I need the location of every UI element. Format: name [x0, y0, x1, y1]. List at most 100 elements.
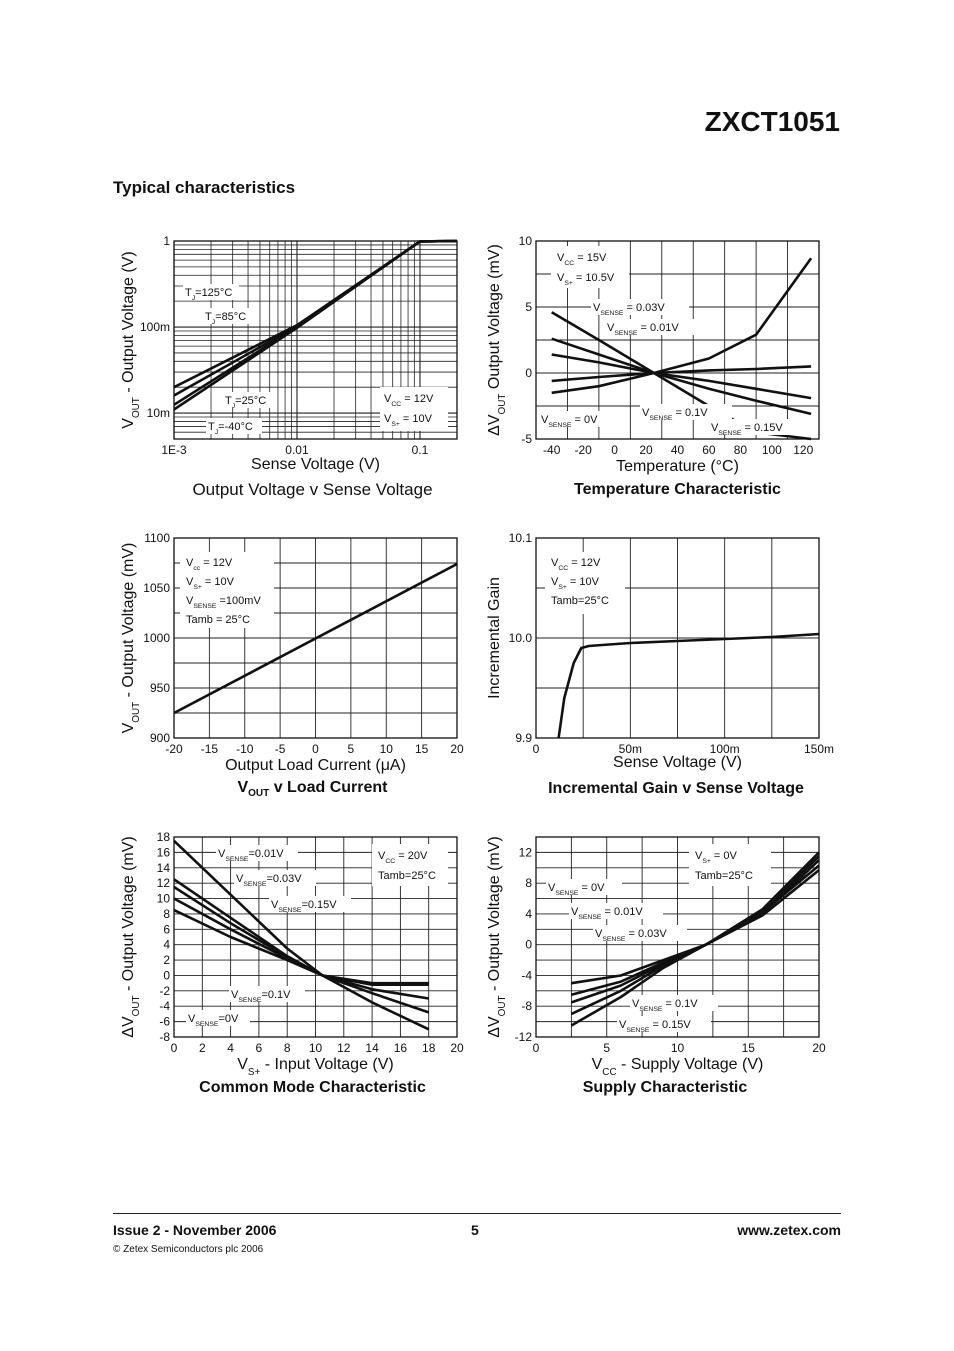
conditions-box [551, 246, 629, 288]
label-bg [591, 299, 689, 315]
x-tick-label: -20 [574, 443, 592, 457]
part-number: ZXCT1051 [704, 106, 840, 137]
x-tick-label: 0.01 [285, 443, 309, 457]
label-bg [709, 419, 807, 435]
x-tick-label: 60 [702, 443, 716, 457]
chart-title: Incremental Gain v Sense Voltage [548, 780, 804, 797]
label-bg [605, 319, 703, 335]
plot-frame [535, 836, 820, 1038]
y-tick-label: 0 [163, 968, 170, 982]
footer-issue: Issue 2 - November 2006 [113, 1222, 277, 1238]
y-tick-label: 10 [157, 892, 171, 906]
y-tick-label: 1000 [143, 631, 170, 645]
series-label: TJ=125°C [185, 287, 232, 302]
x-tick-label: -5 [275, 742, 286, 756]
y-tick-label: -4 [521, 968, 532, 982]
condition-text: Tamb=25°C [551, 595, 609, 607]
x-tick-label: 150m [804, 742, 834, 756]
x-tick-label: 15 [742, 1041, 756, 1055]
y-tick-label: 6 [163, 922, 170, 936]
x-tick-label: 20 [639, 443, 653, 457]
x-tick-label: 2 [199, 1041, 206, 1055]
footer-copyright: © Zetex Semiconductors plc 2006 [113, 1244, 264, 1255]
x-tick-label: 0 [171, 1041, 178, 1055]
section-title: Typical characteristics [113, 178, 296, 197]
label-bg [229, 986, 305, 1002]
y-tick-label: 10.1 [509, 531, 533, 545]
series-label: VSENSE = 0.03V [593, 302, 665, 317]
series-label: VSENSE=0.15V [271, 899, 337, 914]
x-tick-label: 5 [603, 1041, 610, 1055]
series-label: VSENSE = 0.03V [595, 928, 667, 943]
label-bg [593, 925, 687, 941]
chart-temperature-characteristic: -40 -20 0 20 40 60 80 100 120 -5 0 5 10 Temperature (… [486, 234, 820, 475]
y-tick-label: -4 [159, 999, 170, 1013]
chart-common-mode-characteristic: 0 2 4 6 8 10 12 14 16 18 20-8-6-4-2024681012141618… [120, 830, 464, 1078]
label-bg [546, 879, 622, 895]
series-label: TJ=-40°C [208, 421, 253, 436]
plot-area [173, 537, 458, 739]
plot-frame [173, 537, 458, 739]
y-tick-label: 18 [157, 830, 171, 844]
y-axis-label: Incremental Gain [486, 577, 503, 699]
x-tick-label: 0.1 [412, 443, 429, 457]
series-label: VSENSE=0V [188, 1013, 239, 1028]
y-tick-label: 8 [525, 876, 532, 890]
y-tick-label: 8 [163, 907, 170, 921]
y-tick-label: 1050 [143, 581, 170, 595]
x-tick-label: 8 [284, 1041, 291, 1055]
label-bg [569, 903, 663, 919]
conditions-box [372, 844, 448, 886]
conditions-box [545, 552, 625, 614]
condition-text: Tamb=25°C [695, 870, 753, 882]
y-tick-label: 4 [163, 938, 170, 952]
x-tick-label: -15 [201, 742, 219, 756]
footer-url[interactable]: www.zetex.com [737, 1222, 841, 1238]
x-tick-label: 15 [415, 742, 429, 756]
condition-text: Vcc = 12V [186, 557, 233, 572]
plot-frame [173, 240, 458, 440]
condition-text: VCC = 20V [378, 850, 428, 865]
series-label: TJ=85°C [205, 311, 246, 326]
label-bg [630, 995, 718, 1011]
label-bg [223, 392, 273, 408]
condition-text: VCC = 12V [384, 393, 434, 408]
series-label: VSENSE=0.1V [231, 989, 291, 1004]
condition-text: Tamb=25°C [378, 870, 436, 882]
x-tick-label: -40 [543, 443, 561, 457]
label-bg [269, 896, 351, 912]
x-tick-label: 18 [422, 1041, 436, 1055]
footer-divider [113, 1213, 841, 1214]
y-tick-label: -8 [521, 999, 532, 1013]
x-tick-label: 10 [671, 1041, 685, 1055]
condition-text: VCC = 15V [557, 252, 607, 267]
y-tick-label: -5 [521, 432, 532, 446]
series-line-1 [551, 337, 812, 416]
condition-text: VSENSE =100mV [186, 595, 261, 610]
x-axis-label: Temperature (°C) [616, 458, 739, 475]
label-bg [186, 1010, 250, 1026]
x-tick-label: 0 [533, 742, 540, 756]
plot-frame [535, 240, 820, 440]
series-label: VSENSE=0.03V [236, 873, 302, 888]
x-tick-label: 20 [450, 742, 464, 756]
x-axis-label: VCC - Supply Voltage (V) [592, 1056, 764, 1078]
plot-area [173, 239, 458, 440]
y-axis-label: ΔVOUT - Output Voltage (mV) [120, 836, 142, 1037]
plot-frame [535, 537, 820, 739]
series-line-0 [173, 839, 430, 1031]
condition-text: VS+ = 10.5V [557, 272, 615, 287]
footer-page-number: 5 [471, 1222, 479, 1238]
chart-title: Temperature Characteristic [574, 481, 781, 498]
label-bg [539, 411, 619, 427]
series-label: VSENSE = 0.1V [632, 998, 698, 1013]
x-axis-label: Sense Voltage (V) [613, 754, 742, 771]
y-tick-label: 14 [157, 861, 171, 875]
series-line-0 [173, 562, 458, 715]
condition-text: VS+ = 0V [695, 850, 738, 865]
chart-title: Output Voltage v Sense Voltage [192, 480, 433, 499]
y-tick-label: 5 [525, 300, 532, 314]
chart-supply-characteristic: 0 5 10 15 20 -12 -8 -4 0 4 8 12 VCC - Supply Voltage… [486, 836, 826, 1078]
x-tick-label: 0 [533, 1041, 540, 1055]
x-tick-label: 100 [762, 443, 782, 457]
